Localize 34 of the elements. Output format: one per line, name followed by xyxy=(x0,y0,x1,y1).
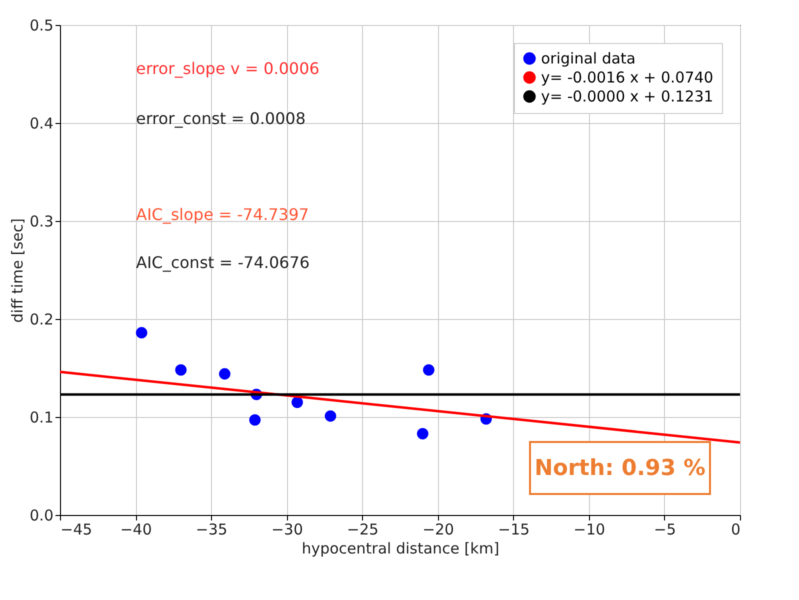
annotation: error_slope v = 0.0006 xyxy=(136,59,320,78)
point xyxy=(219,368,230,380)
legend-label: y= -0.0016 x + 0.0740 xyxy=(541,68,714,86)
point xyxy=(249,414,261,426)
y-tick-label: 0.5 xyxy=(30,16,54,34)
legend-label: y= -0.0000 x + 0.1231 xyxy=(541,88,714,106)
x-tick-label: −20 xyxy=(422,520,454,538)
x-tick-label: −35 xyxy=(196,520,228,538)
x-tick-label: −30 xyxy=(271,520,303,538)
point xyxy=(136,327,148,338)
x-tick-label: −10 xyxy=(574,520,606,538)
point xyxy=(175,364,187,376)
x-tick-label: −25 xyxy=(346,520,379,538)
y-tick-label: 0.1 xyxy=(30,408,54,426)
annotation: AIC_slope = -74.7397 xyxy=(136,205,309,224)
y-tick-label: 0.0 xyxy=(30,506,54,524)
x-tick-label: −45 xyxy=(60,520,92,538)
x-tick-label: −5 xyxy=(654,520,676,538)
point xyxy=(292,396,303,408)
y-axis-title: diff time [sec] xyxy=(8,218,27,323)
y-tick-label: 0.3 xyxy=(30,212,54,230)
y-tick-label: 0.2 xyxy=(30,310,54,328)
x-tick-label: 0 xyxy=(730,520,740,538)
x-axis-title: hypocentral distance [km] xyxy=(302,540,500,558)
x-tick-label: −40 xyxy=(120,520,152,538)
annotation: North: 0.93 % xyxy=(534,456,706,481)
x-tick-label: −15 xyxy=(498,520,530,538)
y-tick-label: 0.4 xyxy=(30,114,54,132)
legend-label: original data xyxy=(541,50,636,68)
point xyxy=(416,428,428,440)
point xyxy=(423,364,434,376)
point xyxy=(324,410,336,422)
annotation: error_const = 0.0008 xyxy=(136,109,306,128)
annotation: AIC_const = -74.0676 xyxy=(136,253,310,272)
